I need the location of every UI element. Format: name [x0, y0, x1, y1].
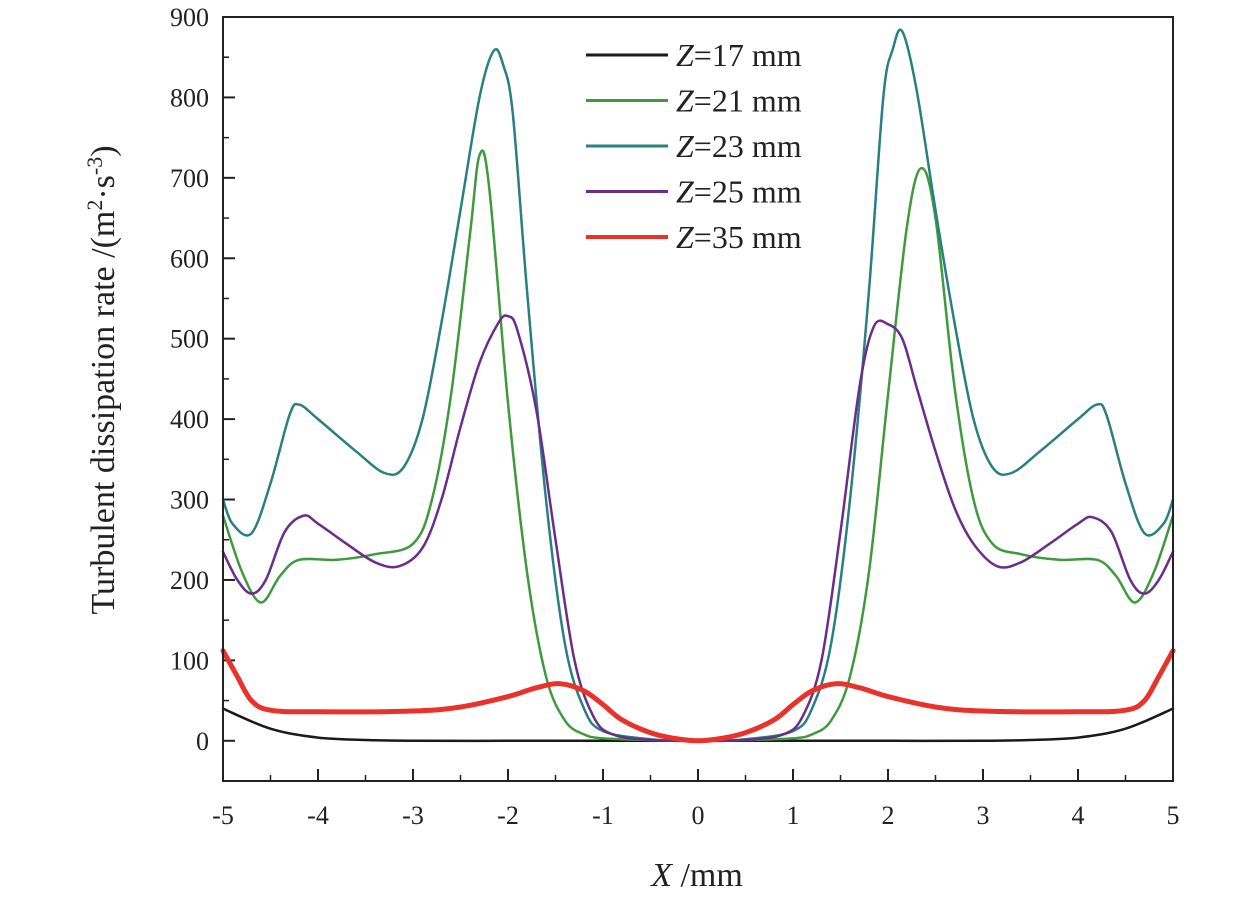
y-axis-title: Turbulent dissipation rate /(m2·s-3)	[82, 145, 123, 614]
x-tick-label: -4	[307, 801, 329, 830]
x-tick-label: -2	[497, 801, 519, 830]
x-tick-label: -3	[402, 801, 424, 830]
legend-label: Z=35 mm	[676, 219, 802, 255]
y-tick-label: 100	[170, 646, 209, 675]
x-tick-label: 4	[1072, 801, 1085, 830]
series-lines	[220, 28, 1176, 744]
legend-label: Z=23 mm	[676, 128, 802, 164]
plot-frame	[222, 16, 1174, 782]
series-line-5	[220, 648, 1176, 744]
y-tick-label: 500	[170, 325, 209, 354]
legend-label: Z=25 mm	[676, 174, 802, 210]
y-tick-label: 300	[170, 486, 209, 515]
legend: Z=17 mm Z=21 mm Z=23 mm Z=25 mm Z=35 mm	[586, 37, 802, 255]
y-tick-label: 0	[196, 727, 209, 756]
legend-label: Z=21 mm	[676, 83, 802, 119]
tick-labels: -5 -4 -3 -2 -1 0 1 2 3 4 5 0 100 200 300 400 500 600 700 80…	[170, 3, 1180, 830]
x-axis-title: X /mm	[649, 857, 743, 894]
y-tick-label: 200	[170, 566, 209, 595]
x-tick-label: 0	[692, 801, 705, 830]
x-tick-label: 3	[977, 801, 990, 830]
x-tick-label: -5	[212, 801, 234, 830]
y-tick-label: 800	[170, 83, 209, 112]
x-tick-label: -1	[592, 801, 614, 830]
y-tick-label: 700	[170, 164, 209, 193]
legend-label: Z=17 mm	[676, 37, 802, 73]
x-tick-label: 1	[787, 801, 800, 830]
y-tick-label: 900	[170, 3, 209, 32]
y-tick-label: 400	[170, 405, 209, 434]
x-tick-label: 5	[1167, 801, 1180, 830]
x-tick-label: 2	[882, 801, 895, 830]
series-line-4	[221, 314, 1175, 743]
y-tick-label: 600	[170, 244, 209, 273]
